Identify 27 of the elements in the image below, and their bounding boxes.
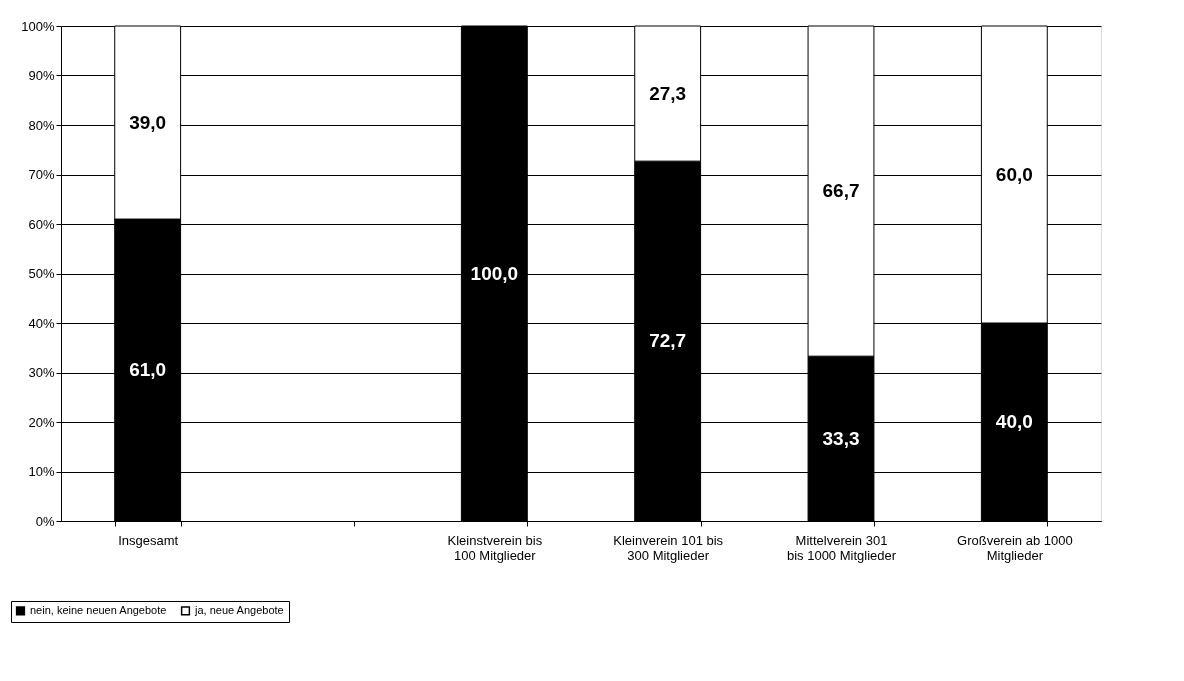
data-label: 72,7 <box>649 330 687 352</box>
y-tick-label: 0% <box>35 513 55 529</box>
y-tick-label: 60% <box>28 216 55 232</box>
data-label: 27,3 <box>649 82 687 104</box>
legend-label: ja, neue Angebote <box>194 603 284 616</box>
y-tick-label: 90% <box>28 68 55 83</box>
y-tick-label: 80% <box>28 117 55 133</box>
legend-label: nein, keine neuen Angebote <box>30 603 167 616</box>
y-tick-label: 30% <box>28 365 55 380</box>
x-tick-label: Insgesamt <box>118 532 179 548</box>
x-tick-label: Großverein ab 1000 Mitglieder <box>957 532 1073 563</box>
data-label: 100,0 <box>470 262 519 284</box>
x-tick-label: Kleinverein 101 bis 300 Mitglieder <box>613 532 724 563</box>
y-tick-label: 20% <box>28 414 55 430</box>
data-label: 33,3 <box>822 427 860 449</box>
data-label: 66,7 <box>822 180 860 202</box>
y-tick-label: 50% <box>28 266 55 281</box>
y-tick-label: 40% <box>28 315 55 331</box>
data-label: 39,0 <box>129 111 167 133</box>
data-label: 61,0 <box>129 359 167 381</box>
x-tick-label: Mittelverein 301 bis 1000 Mitglieder <box>786 532 897 563</box>
data-label: 60,0 <box>995 163 1033 185</box>
x-tick-label: Kleinstverein bis 100 Mitglieder <box>447 532 543 563</box>
y-tick-label: 70% <box>28 167 55 182</box>
y-tick-label: 10% <box>28 464 55 479</box>
data-label: 40,0 <box>995 411 1033 432</box>
y-tick-label: 100% <box>21 18 55 34</box>
